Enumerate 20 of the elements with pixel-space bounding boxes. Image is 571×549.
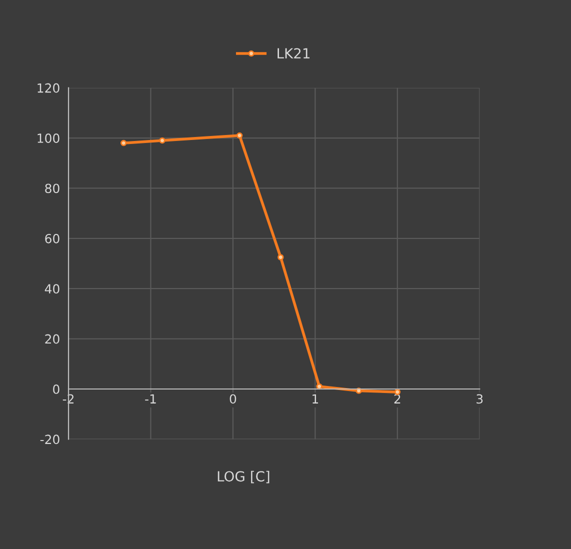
- y-tick-label: 100: [38, 134, 60, 143]
- y-tick-label: 60: [45, 234, 60, 244]
- y-tick-label: 80: [45, 184, 60, 194]
- point: [236, 132, 243, 139]
- point: [278, 254, 284, 260]
- x-tick-label: 0: [230, 394, 236, 404]
- y-tick-label: -20: [40, 434, 60, 444]
- x-tick-label: 1: [312, 394, 318, 404]
- x-tick-label: -1: [145, 394, 156, 404]
- x-axis-title: LOG [C]: [218, 470, 270, 484]
- x-tick-label: 2: [394, 394, 400, 404]
- point: [159, 137, 166, 144]
- y-tick-label: 0: [53, 384, 60, 394]
- legend-label: LK21: [278, 48, 310, 58]
- point: [120, 140, 127, 146]
- y-tick-label: 40: [44, 284, 60, 294]
- y-tick-label: 120: [38, 83, 60, 93]
- point: [316, 383, 322, 390]
- x-tick-label: 3: [476, 394, 483, 404]
- y-tick-label: 20: [45, 334, 60, 344]
